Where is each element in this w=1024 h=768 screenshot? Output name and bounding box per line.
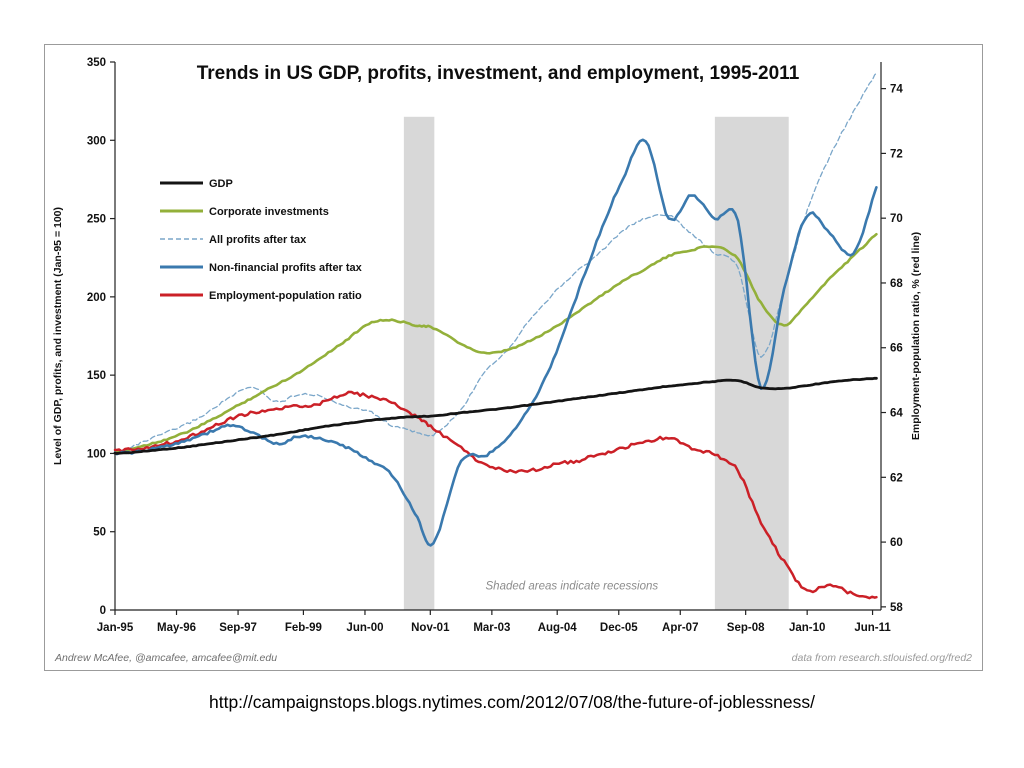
legend-label-gdp: GDP [209,178,233,190]
legend-label-all-profits-after-tax: All profits after tax [209,234,307,246]
right-tick-label: 68 [890,278,903,290]
left-tick-label: 300 [87,135,106,147]
legend-label-employment-population-ratio: Employment-population ratio [209,290,362,302]
x-tick-label: Sep-97 [219,622,257,634]
left-axis-title: Level of GDP, profits, and investment (J… [52,207,64,465]
left-tick-label: 50 [93,527,106,539]
left-tick-label: 350 [87,57,106,69]
x-tick-label: Jan-95 [97,622,134,634]
x-tick-label: Jun-00 [346,622,383,634]
recession-annotation: Shaded areas indicate recessions [486,581,659,593]
chart-title: Trends in US GDP, profits, investment, a… [197,63,800,84]
right-tick-label: 70 [890,213,903,225]
right-tick-label: 58 [890,602,903,614]
x-tick-label: Dec-05 [600,622,638,634]
series-line-employment-population-ratio [113,390,878,600]
right-tick-label: 66 [890,343,903,355]
x-tick-label: Mar-03 [473,622,510,634]
right-tick-label: 74 [890,84,903,96]
left-tick-label: 250 [87,214,106,226]
series [113,72,878,600]
x-tick-label: Aug-04 [538,622,578,634]
legend-label-non-financial-profits-after-tax: Non-financial profits after tax [209,262,363,274]
left-tick-label: 100 [87,448,106,460]
x-tick-label: Jun-11 [854,622,891,634]
series-line-all-profits-after-tax [114,72,878,454]
series-line-corporate-investments [113,232,878,454]
x-tick-label: Nov-01 [411,622,450,634]
axes: 0 50 100 150 200 250 300 350 58 60 62 64 66 68 70 72 74 J… [87,57,904,634]
caption-url: http://campaignstops.blogs.nytimes.com/2… [208,692,816,712]
x-tick-label: Feb-99 [285,622,322,634]
x-tick-label: Apr-07 [662,622,698,634]
credit-author: Andrew McAfee, @amcafee, amcafee@mit.edu [54,652,277,664]
recession-band [714,116,789,611]
legend: GDP Corporate investments All profits afte… [160,178,363,302]
series-line-gdp [113,376,878,455]
right-tick-label: 64 [890,408,903,420]
recession-bands [403,116,789,611]
right-tick-label: 60 [890,537,903,549]
x-tick-label: Jan-10 [789,622,825,634]
left-tick-label: 0 [100,605,106,617]
x-tick-label: May-96 [157,622,196,634]
right-tick-label: 72 [890,148,903,160]
right-tick-label: 62 [890,472,903,484]
series-line-non-financial-profits-after-tax [113,138,878,547]
right-axis-title: Employment-population ratio, % (red line… [910,232,922,440]
legend-label-corporate-investments: Corporate investments [209,206,329,218]
trends-line-chart: 0 50 100 150 200 250 300 350 58 60 62 64 66 68 70 72 74 J… [52,57,973,664]
x-tick-label: Sep-08 [727,622,765,634]
left-tick-label: 200 [87,292,106,304]
credit-source: data from research.stlouisfed.org/fred2 [792,652,973,664]
chart-figure: 0 50 100 150 200 250 300 350 58 60 62 64 66 68 70 72 74 J… [44,44,983,671]
left-tick-label: 150 [87,370,106,382]
recession-band [403,116,435,611]
